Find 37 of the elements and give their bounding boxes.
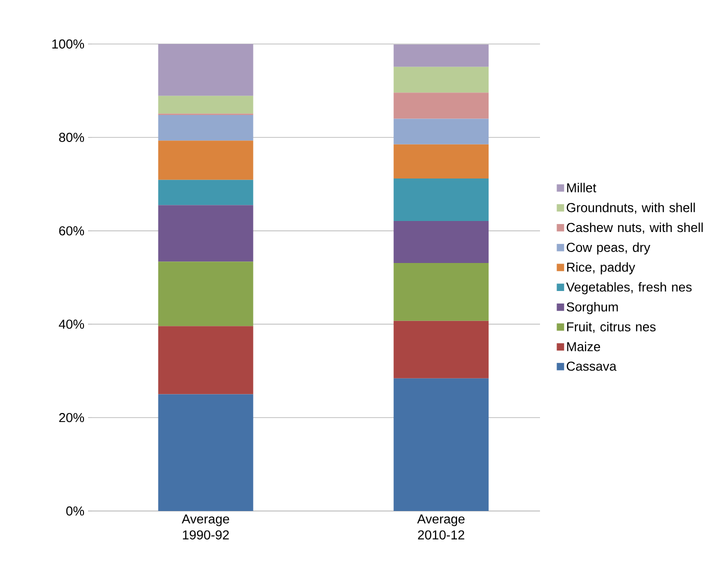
legend-label: Millet <box>567 182 596 192</box>
bar <box>394 263 489 321</box>
bar <box>158 180 254 206</box>
bar <box>394 92 489 119</box>
legend-label: Rice, paddy <box>567 262 636 274</box>
y-tick-label: 20% <box>59 413 84 422</box>
bar <box>158 140 254 180</box>
legend-label: Cassava <box>566 362 616 371</box>
bar <box>158 44 254 96</box>
y-tick-label: 60% <box>59 226 84 236</box>
y-tick-label: 100% <box>52 39 84 49</box>
y-tick-label: 80% <box>59 132 84 142</box>
bar <box>394 118 489 144</box>
bar <box>158 326 254 394</box>
bar <box>158 205 254 262</box>
bar <box>394 320 489 378</box>
x-tick-label: Average 2010-12 <box>417 514 465 540</box>
bar <box>394 66 489 93</box>
bar <box>158 394 254 511</box>
legend-label: Vegetables, fresh nes <box>566 282 692 294</box>
bar <box>158 114 254 141</box>
bar <box>394 378 489 511</box>
bar <box>394 44 489 67</box>
legend-label: Maize <box>567 342 600 352</box>
legend-label: Sorghum <box>566 302 618 314</box>
bar <box>394 178 489 221</box>
legend-label: Cow peas, dry <box>566 242 650 255</box>
legend-label: Cashew nuts, with shell <box>566 222 703 234</box>
bar <box>158 262 254 326</box>
legend-label: Fruit, citrus nes <box>567 322 656 333</box>
x-tick-label: Average 1990-92 <box>182 514 230 540</box>
y-tick-label: 40% <box>58 320 84 329</box>
bar <box>158 96 254 114</box>
y-tick-label: 0% <box>66 506 84 516</box>
legend-label: Groundnuts, with shell <box>566 202 695 214</box>
bar <box>394 144 489 178</box>
bar <box>394 220 489 264</box>
